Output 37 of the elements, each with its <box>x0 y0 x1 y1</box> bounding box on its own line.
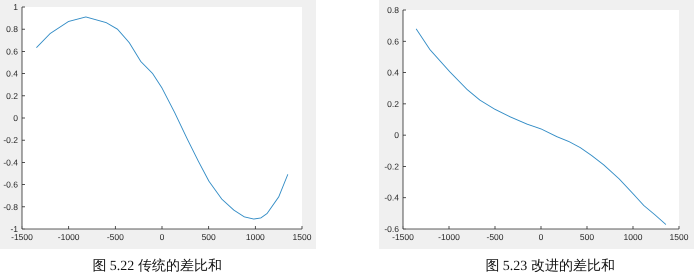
y-tick-label: -0.6 <box>3 180 18 190</box>
y-tick-label: 0.6 <box>387 36 400 46</box>
x-tick-label: 500 <box>202 232 216 242</box>
x-tick-label: -500 <box>106 232 124 242</box>
y-tick-label: -0.2 <box>3 135 18 146</box>
x-tick-label: 1500 <box>292 232 312 242</box>
x-tick-label: -1000 <box>438 232 460 242</box>
y-tick-label: -1 <box>10 224 18 234</box>
y-tick-label: -0.8 <box>3 202 18 212</box>
y-tick-label: 0.8 <box>6 24 18 34</box>
y-tick-label: 1 <box>13 2 18 12</box>
y-tick-label: 0.2 <box>387 98 400 109</box>
x-tick-label: 1500 <box>670 232 689 242</box>
y-tick-label: 0.4 <box>387 68 400 78</box>
y-tick-label: 0 <box>13 113 18 123</box>
y-tick-label: 0.8 <box>387 5 400 15</box>
y-tick-label: -0.2 <box>384 161 400 172</box>
x-tick-label: 1000 <box>624 232 643 242</box>
x-tick-label: -1500 <box>392 232 414 242</box>
y-tick-label: 0.6 <box>6 46 18 56</box>
x-tick-label: 0 <box>538 232 544 242</box>
x-tick-label: 500 <box>580 232 594 242</box>
y-tick-label: 0.4 <box>6 68 18 79</box>
x-tick-label: -1000 <box>58 232 80 242</box>
y-tick-label: 0 <box>394 130 400 140</box>
x-tick-label: 1000 <box>246 232 266 242</box>
y-tick-label: -0.4 <box>3 157 18 168</box>
y-tick-label: -0.4 <box>384 192 400 203</box>
line-series <box>36 16 288 220</box>
text: 图 5.23 改进的差比和 <box>485 258 615 274</box>
line-series <box>416 28 666 225</box>
x-tick-label: 0 <box>160 232 165 242</box>
x-tick-label: -500 <box>486 232 504 242</box>
x-tick-label: -1500 <box>11 232 34 242</box>
y-tick-label: -0.6 <box>384 224 400 234</box>
y-tick-label: 0.2 <box>6 90 18 101</box>
text: 图 5.22 传统的差比和 <box>92 258 222 274</box>
